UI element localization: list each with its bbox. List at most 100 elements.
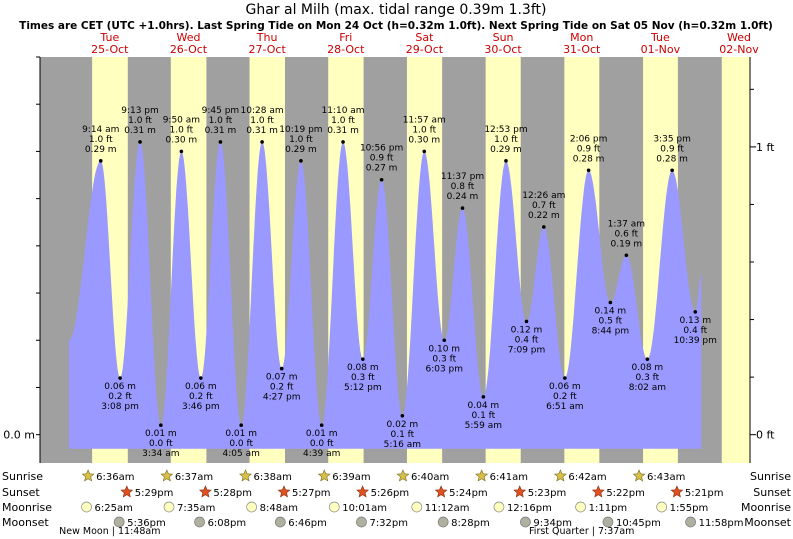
tide-label: 9:45 pm — [202, 106, 240, 116]
tide-point — [693, 310, 698, 314]
moonset-icon — [274, 516, 286, 528]
tide-label: 0.3 ft — [636, 373, 660, 383]
moonset-icon — [437, 516, 449, 528]
moonset-time: 7:32pm — [369, 518, 408, 529]
tide-label: 0.9 ft — [577, 144, 601, 154]
moonset-icon — [356, 516, 367, 528]
sunset-icon — [356, 485, 370, 498]
tide-label: 6:03 pm — [425, 364, 463, 374]
tide-label: 5:59 am — [465, 421, 502, 431]
moonrise-time: 7:35am — [177, 503, 215, 514]
sunset-time: 5:28pm — [213, 488, 252, 499]
moonset-time: 11:58pm — [699, 518, 744, 529]
astro-table: Sunrise Sunrise Sunset Sunset Moonrise Moonri… — [2, 469, 792, 537]
tide-point — [400, 413, 405, 418]
sunset-time: 5:27pm — [292, 488, 331, 499]
tide-label: 11:37 pm — [441, 172, 484, 182]
moonset-icon — [602, 516, 614, 528]
sunrise-time: 6:40am — [411, 472, 449, 483]
tide-label: 0.08 m — [632, 363, 664, 373]
sunrise-time: 6:42am — [568, 472, 606, 483]
tide-label: 1.0 ft — [412, 125, 436, 135]
astro-row-label-left: Moonset — [2, 516, 49, 529]
plot-area — [40, 57, 750, 463]
moonset-icon — [194, 516, 205, 528]
tide-label: 6:51 am — [546, 402, 583, 412]
moonset-icon — [113, 516, 125, 528]
tide-label: 0.2 ft — [108, 392, 132, 402]
tide-label: 0.01 m — [145, 429, 177, 439]
astro-row-label-left: Sunset — [2, 486, 40, 499]
tide-label: 0.2 ft — [189, 392, 213, 402]
tide-label: 4:39 am — [303, 449, 340, 459]
day-of-week: Sun — [493, 31, 514, 44]
moon-phase-label: First Quarter | 7:37am — [529, 526, 634, 537]
tide-label: 0.5 ft — [598, 316, 622, 326]
tide-label: 3:34 am — [142, 449, 179, 459]
tide-label: 1.0 ft — [209, 116, 233, 126]
sunset-time: 5:21pm — [685, 488, 724, 499]
astro-row-label-left: Sunrise — [2, 470, 43, 483]
tide-label: 9:14 am — [82, 125, 119, 135]
tide-label: 9:13 pm — [121, 106, 159, 116]
sunset-time: 5:24pm — [449, 488, 488, 499]
sunrise-icon — [475, 469, 489, 482]
tide-label: 0.0 ft — [229, 439, 253, 449]
astro-row-label-left: Moonrise — [2, 501, 52, 514]
moonset-time: 6:46pm — [288, 518, 327, 529]
sunrise-time: 6:37am — [175, 472, 213, 483]
tide-label: 0.0 ft — [310, 439, 334, 449]
tide-label: 0.12 m — [511, 325, 543, 335]
tide-label: 0.14 m — [595, 306, 627, 316]
tide-point — [542, 225, 546, 229]
tide-label: 10:56 pm — [360, 144, 403, 154]
tide-label: 1.0 ft — [170, 125, 194, 135]
day-of-week: Wed — [727, 31, 751, 44]
moonset-icon — [685, 516, 696, 528]
tide-label: 10:19 pm — [279, 125, 322, 135]
tide-label: 10:39 pm — [674, 336, 717, 346]
tide-label: 1.0 ft — [494, 135, 518, 145]
sunset-icon — [591, 485, 605, 498]
tide-point — [299, 159, 303, 163]
tide-label: 1.0 ft — [89, 135, 113, 145]
axes: 0.0 m 0 ft 1 ft — [3, 56, 775, 463]
tide-label: 0.06 m — [185, 382, 217, 392]
tide-point — [179, 149, 184, 154]
day-date: 27-Oct — [248, 43, 286, 56]
tide-label: 3:35 pm — [653, 134, 691, 144]
tide-label: 4:05 am — [223, 449, 260, 459]
tide-point — [586, 168, 591, 173]
moonrise-time: 11:12am — [425, 503, 470, 514]
day-of-week: Thu — [256, 31, 278, 44]
moonset-time: 9:34pm — [533, 518, 572, 529]
right-tick-label: 0 ft — [756, 429, 775, 442]
tide-point — [361, 357, 365, 361]
sunrise-time: 6:41am — [490, 472, 528, 483]
tide-label: 0.22 m — [528, 211, 560, 221]
sunrise-time: 6:43am — [647, 472, 685, 483]
tide-label: 0.8 ft — [451, 182, 475, 192]
left-tick-label: 0.0 m — [3, 429, 35, 442]
sunset-icon — [120, 485, 134, 498]
moonset-icon — [520, 516, 531, 528]
moonset-time: 8:28pm — [451, 518, 490, 529]
tide-label: 0.3 ft — [432, 354, 456, 364]
moonrise-time: 12:16pm — [507, 503, 552, 514]
tide-label: 0.10 m — [428, 344, 460, 354]
moonrise-icon — [81, 501, 92, 513]
sunset-icon — [513, 485, 527, 498]
tide-point — [608, 300, 613, 305]
tide-point — [138, 140, 142, 144]
sunrise-icon — [81, 469, 95, 482]
tide-label: 0.08 m — [347, 363, 379, 373]
tide-label: 0.4 ft — [683, 326, 707, 336]
tide-label: 5:16 am — [384, 440, 421, 450]
tide-label: 8:02 am — [629, 383, 666, 393]
tide-label: 0.31 m — [124, 126, 156, 136]
tide-label: 0.9 ft — [370, 154, 394, 164]
tide-label: 0.13 m — [679, 316, 711, 326]
moonset-time: 5:36pm — [127, 518, 166, 529]
tide-point — [98, 159, 103, 163]
sunset-icon — [277, 485, 291, 498]
